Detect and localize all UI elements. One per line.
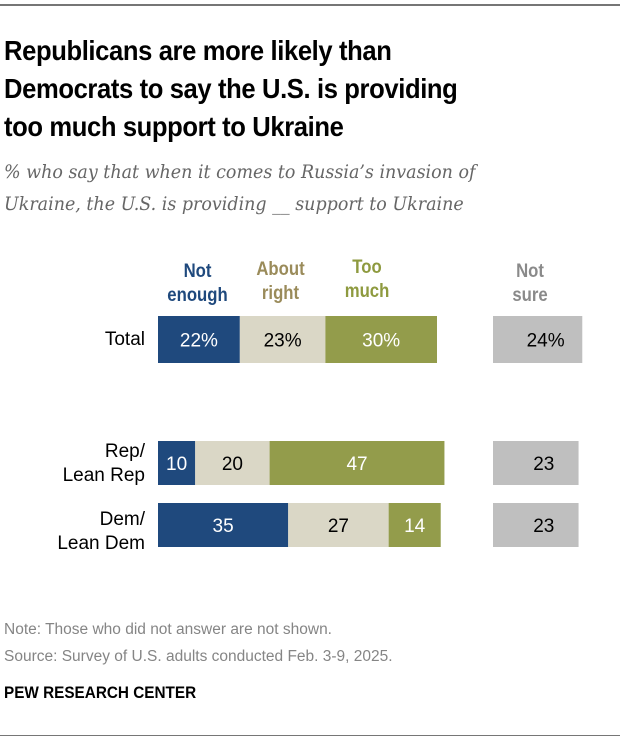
data-label: 23% [264, 331, 302, 352]
data-label: 10 [166, 454, 187, 475]
bar-not-sure [493, 503, 579, 547]
bar-not-enough [158, 503, 289, 547]
bar-about-right [288, 503, 389, 547]
bottom-rule [0, 735, 620, 736]
bar-about-right [195, 441, 270, 485]
legend-label-line: much [344, 281, 390, 302]
legend-too-much: Too much [327, 256, 406, 304]
subtitle-line: % who say that when it comes to Russia’s… [4, 161, 476, 183]
brand-logo-text: PEW RESEARCH CENTER [4, 683, 197, 702]
data-label: 27 [328, 516, 349, 537]
row-label-line: Rep/ [104, 441, 145, 462]
legend-label-line: sure [512, 285, 548, 306]
chart-subtitle: % who say that when it comes to Russia’s… [4, 156, 556, 220]
legend-label-line: Too [352, 257, 382, 278]
data-label: 30% [362, 331, 400, 352]
legend-label-line: enough [167, 285, 228, 306]
legend-label-line: right [261, 283, 300, 304]
row-label-line: Total [104, 329, 145, 350]
data-label: 47 [346, 454, 367, 475]
data-label: 35 [213, 516, 234, 537]
row-label-line: Lean Dem [57, 533, 145, 554]
title-line: too much support to Ukraine [4, 111, 344, 142]
bar-not-enough [158, 441, 196, 485]
subtitle-line: Ukraine, the U.S. is providing __ suppor… [4, 193, 464, 215]
title-line: Republicans are more likely than [4, 35, 392, 66]
row-label-dem: Dem/ Lean Dem [57, 508, 145, 556]
row-label-line: Lean Rep [62, 465, 145, 486]
bar-about-right [239, 316, 326, 363]
legend-about-right: About right [239, 258, 323, 306]
legend-label-line: Not [516, 261, 544, 282]
bar-not-sure [493, 441, 579, 485]
bar-not-enough [158, 316, 240, 363]
bar-not-sure [493, 316, 583, 363]
data-label: 14 [404, 516, 426, 537]
bar-too-much [388, 503, 441, 547]
legend-not-enough: Not enough [156, 260, 240, 308]
row-label-line: Dem/ [99, 509, 145, 530]
data-label: 20 [222, 454, 243, 475]
chart-title: Republicans are more likely than Democra… [4, 32, 562, 146]
bar-too-much [325, 316, 437, 363]
bar-too-much [269, 441, 445, 485]
data-label: 23 [533, 454, 554, 475]
title-line: Democrats to say the U.S. is providing [4, 73, 458, 104]
legend-label-line: About [256, 259, 305, 280]
top-rule [0, 4, 620, 6]
legend-label-line: Not [183, 261, 212, 282]
note-text: Note: Those who did not answer are not s… [4, 621, 332, 638]
source-text: Source: Survey of U.S. adults conducted … [4, 648, 393, 665]
data-label: 23 [533, 516, 554, 537]
row-label-total: Total [105, 328, 145, 352]
data-label: 24% [527, 331, 565, 352]
data-label: 22% [180, 331, 218, 352]
row-label-rep: Rep/ Lean Rep [63, 440, 145, 488]
legend-not-sure: Not sure [495, 260, 565, 308]
